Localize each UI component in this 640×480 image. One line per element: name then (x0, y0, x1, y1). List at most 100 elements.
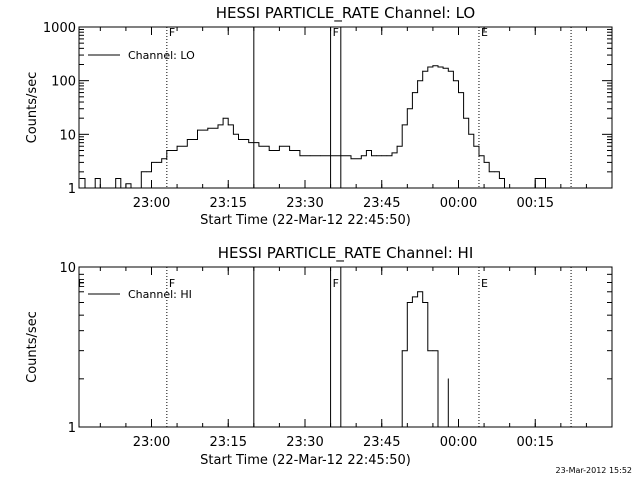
panel1-data-point (606, 187, 608, 189)
panel2-y-tick-label: 10 (59, 261, 76, 276)
panel1-data-point (79, 178, 81, 179)
panel1-y-tick-label: 1000 (43, 21, 76, 36)
panel1-data-point (135, 187, 137, 189)
panel1-data-point (458, 92, 459, 93)
panel1-data-point (437, 66, 439, 68)
panel1-data-point (217, 124, 219, 126)
panel1-data-point (115, 178, 117, 179)
panel1-data-point (340, 155, 342, 157)
panel1-event-marker-label: F (333, 26, 339, 39)
panel1-data-point (186, 139, 188, 140)
panel1-data-point (330, 155, 331, 157)
panel1-data-point (120, 187, 122, 189)
panel2-data-point (442, 426, 444, 428)
panel1-data-point (99, 187, 101, 189)
panel1-data-point (140, 171, 142, 173)
panel1-data-point (105, 187, 106, 189)
panel1-data-point (84, 187, 86, 189)
panel2-legend-label: Channel: HI (128, 288, 192, 301)
panel2-title: HESSI PARTICLE_RATE Channel: HI (218, 244, 474, 263)
panel2-event-marker-label: E (481, 277, 488, 290)
panel1-data-point (248, 142, 250, 144)
panel1-x-tick-label: 00:00 (440, 196, 477, 211)
panel1-data-point (396, 145, 398, 147)
panel1-legend-label: Channel: LO (128, 49, 195, 62)
panel2-data-point (437, 426, 439, 428)
panel2-data-point (422, 302, 424, 303)
panel1-data-point (422, 70, 424, 72)
panel2-x-tick-label: 23:00 (133, 435, 170, 450)
panel2-x-tick-label: 23:15 (210, 435, 247, 450)
panel2-data-point (432, 350, 434, 352)
panel1-x-axis-label: Start Time (22-Mar-12 22:45:50) (200, 213, 411, 228)
panel1-data-point (432, 65, 434, 67)
panel2-data-point (396, 426, 398, 428)
panel1-data-point (319, 155, 321, 157)
panel1-data-point (222, 117, 224, 119)
panel1-data-point (401, 124, 403, 126)
panel1-data-point (299, 155, 301, 157)
panel2-x-tick-label: 00:15 (517, 435, 554, 450)
panel1-data-point (442, 67, 444, 69)
panel1-data-point (473, 145, 475, 147)
panel1-data-point (371, 155, 372, 157)
panel2-y-tick-label: 1 (68, 421, 76, 436)
panel1-data-point (376, 155, 377, 157)
panel1-data-point (488, 171, 490, 173)
panel1-data-point (499, 178, 500, 179)
panel1-y-tick-label: 10 (59, 128, 76, 143)
panel2-data-point (417, 291, 418, 293)
panel1-data-point (412, 92, 413, 93)
panel1-data-point (565, 187, 567, 189)
panel1-data-point (493, 171, 495, 173)
print-timestamp: 23-Mar-2012 15:52 (555, 466, 633, 475)
panel1-data-point (125, 183, 127, 185)
panel1-data-point (483, 162, 485, 163)
panel2-x-tick-label: 23:45 (363, 435, 400, 450)
panel1-y-axis-label: Counts/sec (25, 72, 40, 144)
panel2-x-axis-label: Start Time (22-Mar-12 22:45:50) (200, 453, 411, 468)
panel2-x-tick-label: 00:00 (440, 435, 477, 450)
panel1-x-tick-label: 23:45 (363, 196, 400, 211)
panel1-data-point (417, 80, 418, 82)
panel1-data-point (453, 80, 454, 82)
panel1-data-point (156, 162, 158, 163)
panel1-data-point (309, 155, 311, 157)
panel1-data-point (89, 187, 91, 189)
panel1-data-point (534, 178, 536, 179)
panel1-title: HESSI PARTICLE_RATE Channel: LO (216, 4, 475, 23)
panel1-data-point (130, 187, 132, 189)
panel1-data-point (238, 139, 239, 140)
panel1-event-marker-label: E (481, 26, 488, 39)
panel1-y-tick-label: 1 (68, 182, 76, 197)
panel1-data-point (468, 133, 470, 135)
panel1-data-point (575, 187, 577, 189)
panel2-data-point (401, 350, 403, 352)
panel2-data-point (447, 426, 449, 428)
panel2-event-marker-label: F (333, 277, 339, 290)
panel1-plot-frame (78, 26, 613, 189)
panel1-data-point (268, 150, 270, 151)
panel2-series-line (397, 291, 454, 428)
panel1-data-point (447, 70, 449, 72)
panel1-data-point (151, 162, 152, 163)
panel2-plot-frame (78, 266, 613, 428)
panel1-event-marker-label: F (169, 26, 175, 39)
panel1-data-point (258, 145, 260, 147)
panel1-data-point (509, 187, 511, 189)
panel1-data-point (146, 171, 147, 173)
panel1-data-point (386, 155, 388, 157)
panel1-data-point (463, 117, 464, 119)
panel1-data-point (197, 129, 198, 131)
panel1-data-point (596, 187, 597, 189)
panel2-y-axis-label: Counts/sec (25, 311, 40, 383)
panel1-data-point (391, 152, 393, 154)
panel1-data-point (279, 145, 280, 147)
panel2-event-marker-label: E (78, 277, 85, 290)
panel2-x-tick-label: 23:30 (286, 435, 323, 450)
panel2-data-point (437, 362, 439, 364)
panel1-series-line (79, 65, 612, 189)
panel1-data-point (161, 158, 163, 160)
panel1-data-point (360, 155, 362, 157)
